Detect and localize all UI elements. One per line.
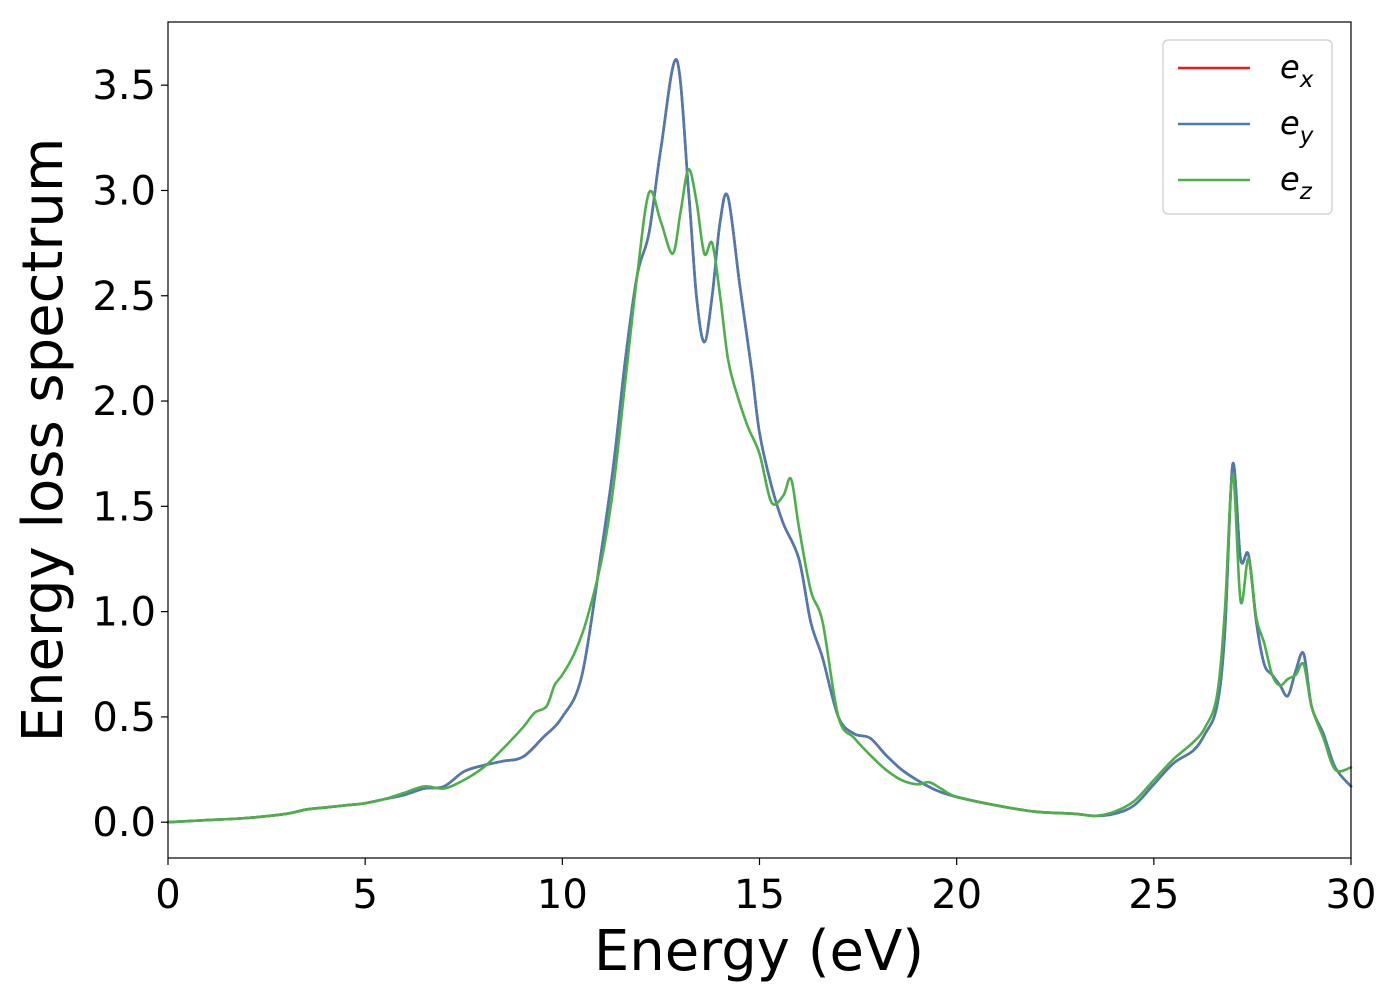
y-tick-label: 3.0 — [92, 168, 156, 214]
series-line-ey — [166, 58, 1353, 824]
y-tick-label: 0.5 — [92, 695, 156, 741]
y-axis-title: Energy loss spectrum — [11, 138, 76, 743]
y-tick-label: 1.0 — [92, 590, 156, 636]
x-tick-label: 5 — [352, 872, 377, 918]
x-tick-label: 15 — [734, 872, 785, 918]
x-axis-title: Energy (eV) — [594, 919, 924, 984]
y-axis: 0.0 0.5 1.0 1.5 2.0 2.5 3.0 3.5 — [92, 63, 168, 846]
x-tick-label: 10 — [537, 872, 588, 918]
x-tick-label: 25 — [1128, 872, 1179, 918]
y-tick-label: 2.5 — [92, 274, 156, 320]
y-tick-label: 3.5 — [92, 63, 156, 109]
x-axis: 0 5 10 15 20 25 30 — [155, 858, 1376, 918]
y-tick-label: 1.5 — [92, 484, 156, 530]
series-line-ez — [166, 168, 1353, 824]
y-tick-label: 2.0 — [92, 379, 156, 425]
plot-background — [168, 22, 1351, 858]
legend-box — [1162, 39, 1333, 215]
x-tick-label: 0 — [155, 872, 180, 918]
series-layer — [166, 58, 1353, 824]
legend-label-ey: ey — [1280, 104, 1314, 149]
y-tick-label: 0.0 — [92, 800, 156, 846]
x-tick-label: 30 — [1326, 872, 1377, 918]
x-tick-label: 20 — [931, 872, 982, 918]
